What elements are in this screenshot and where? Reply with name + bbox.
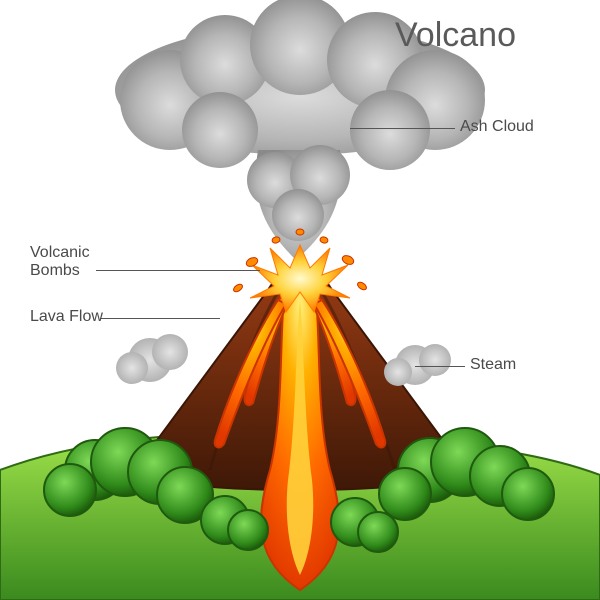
label-volcanic: Volcanic <box>30 244 90 262</box>
steam-right <box>384 344 451 386</box>
leader-steam <box>415 366 465 367</box>
label-bombs: Bombs <box>30 262 80 280</box>
label-lava-flow: Lava Flow <box>30 308 103 326</box>
steam-left <box>116 334 188 384</box>
leader-volcanic-bombs <box>96 270 260 271</box>
illustration-svg <box>0 0 600 600</box>
label-steam: Steam <box>470 356 516 374</box>
leader-lava-flow <box>100 318 220 319</box>
label-ash-cloud: Ash Cloud <box>460 118 534 136</box>
diagram-title: Volcano <box>395 16 516 55</box>
leader-ash-cloud <box>350 128 455 129</box>
volcano-diagram: { "canvas": { "width": 600, "height": 60… <box>0 0 600 600</box>
